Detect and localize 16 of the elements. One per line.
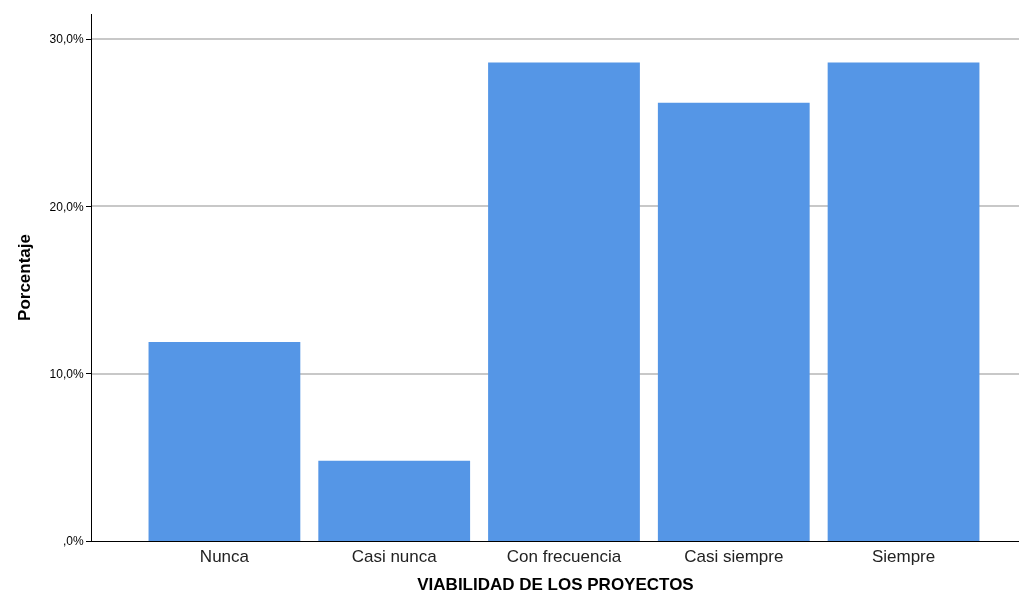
x-tick-label: Siempre <box>871 547 936 567</box>
y-tick-label: 30,0% <box>49 32 84 47</box>
y-tick-label: 20,0% <box>49 199 84 214</box>
bar <box>318 460 471 541</box>
bar <box>827 62 980 541</box>
y-tick-label: ,0% <box>62 534 84 549</box>
x-axis-title: VIABILIDAD DE LOS PROYECTOS <box>417 574 694 594</box>
x-tick-label: Casi siempre <box>684 547 784 567</box>
x-tick-label: Casi nunca <box>351 547 438 567</box>
bar <box>148 341 301 541</box>
bar <box>488 62 640 541</box>
y-axis-title: Porcentaje <box>15 234 35 321</box>
x-tick-label: Con frecuencia <box>506 547 622 567</box>
x-tick-label: Nunca <box>199 547 250 567</box>
y-tick-label: 10,0% <box>49 366 84 381</box>
bar <box>657 102 810 541</box>
